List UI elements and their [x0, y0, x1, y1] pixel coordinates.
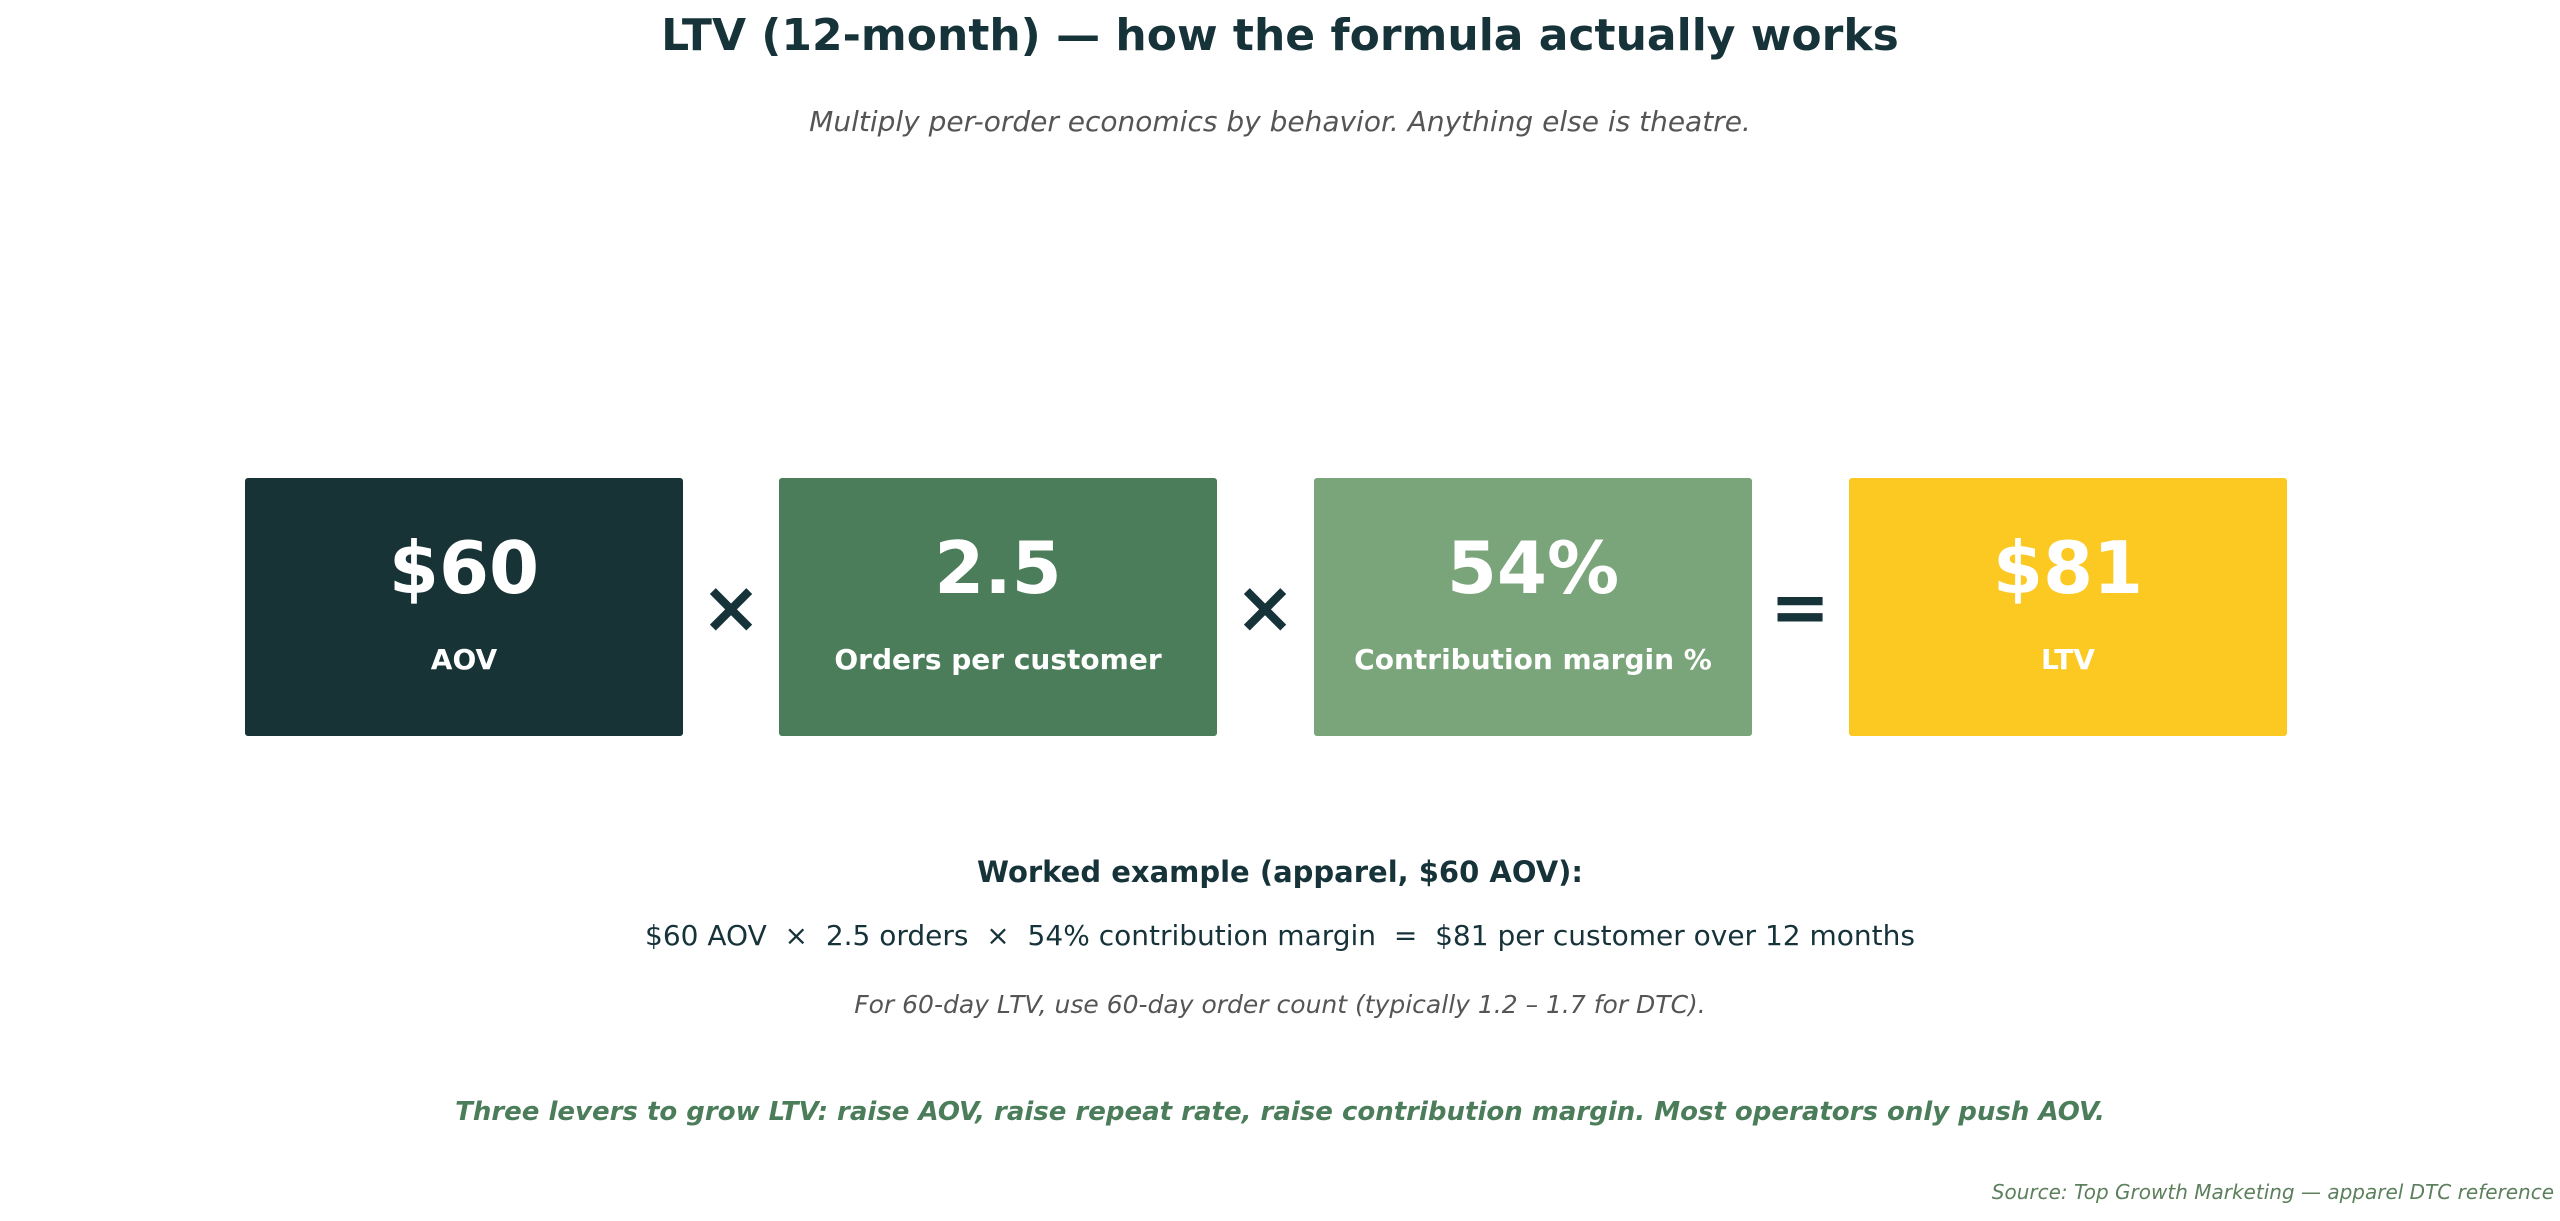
worked-example-equation: $60 AOV × 2.5 orders × 54% contribution … — [645, 919, 1915, 952]
aov-label: AOV — [430, 643, 498, 676]
orders-box: 2.5 Orders per customer — [779, 478, 1217, 736]
levers-callout: Three levers to grow LTV: raise AOV, rai… — [455, 1097, 2105, 1127]
ltv-value: $81 — [1992, 526, 2144, 610]
orders-value: 2.5 — [934, 526, 1062, 610]
equals-operator: = — [1769, 565, 1831, 649]
ltv-box: $81 LTV — [1849, 478, 2287, 736]
worked-example-heading: Worked example (apparel, $60 AOV): — [976, 855, 1583, 889]
margin-value: 54% — [1446, 526, 1620, 610]
margin-box: 54% Contribution margin % — [1314, 478, 1752, 736]
multiply-operator: × — [1234, 565, 1296, 649]
ltv-label: LTV — [2041, 643, 2095, 676]
margin-label: Contribution margin % — [1354, 643, 1712, 676]
multiply-operator: × — [700, 565, 762, 649]
orders-label: Orders per customer — [834, 643, 1162, 676]
aov-value: $60 — [388, 526, 540, 610]
aov-box: $60 AOV — [245, 478, 683, 736]
formula-diagram: $60 AOV × 2.5 Orders per customer × 54% … — [0, 478, 2560, 736]
page-title: LTV (12-month) — how the formula actuall… — [661, 10, 1899, 61]
page-subtitle: Multiply per-order economics by behavior… — [809, 105, 1751, 138]
source-note: Source: Top Growth Marketing — apparel D… — [1991, 1180, 2554, 1204]
worked-example-note: For 60-day LTV, use 60-day order count (… — [854, 990, 1706, 1019]
